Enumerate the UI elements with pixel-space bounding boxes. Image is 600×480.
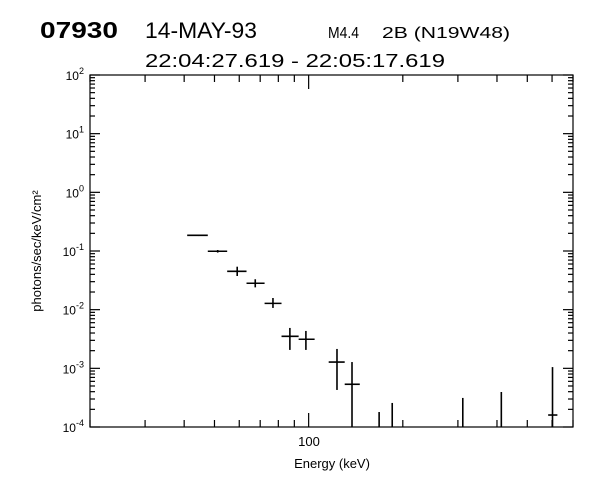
data-point — [227, 266, 247, 276]
optical-class-location: 2B (N19W48) — [382, 25, 510, 42]
data-points — [187, 234, 558, 427]
goes-class: M4.4 — [328, 25, 359, 42]
y-tick-label: 10-2 — [63, 301, 84, 318]
data-point — [264, 298, 282, 308]
data-point — [281, 327, 299, 350]
x-tick-label-100: 100 — [298, 434, 320, 449]
data-point — [298, 330, 315, 350]
y-tick-label: 10-1 — [63, 242, 84, 259]
y-tick-labels: 102 101 100 10-1 10-2 10-3 10-4 — [63, 66, 84, 435]
x-axis-label: Energy (keV) — [294, 456, 370, 471]
data-point — [328, 348, 345, 390]
y-tick-label: 10-4 — [63, 418, 84, 435]
event-date: 14-MAY-93 — [145, 18, 257, 43]
event-id: 07930 — [40, 17, 118, 43]
data-point — [187, 234, 208, 237]
y-axis-label: photons/sec/keV/cm² — [29, 190, 44, 312]
y-tick-label: 101 — [66, 125, 84, 142]
data-point — [246, 279, 265, 288]
time-range: 22:04:27.619 - 22:05:17.619 — [145, 51, 445, 71]
y-tick-label: 10-3 — [63, 359, 84, 376]
y-tick-label: 100 — [66, 183, 84, 200]
data-point — [548, 367, 558, 427]
axis-ticks — [89, 74, 574, 428]
data-point — [344, 362, 360, 427]
plot-frame — [89, 74, 574, 428]
data-point — [207, 250, 228, 253]
y-tick-label: 102 — [66, 66, 84, 83]
